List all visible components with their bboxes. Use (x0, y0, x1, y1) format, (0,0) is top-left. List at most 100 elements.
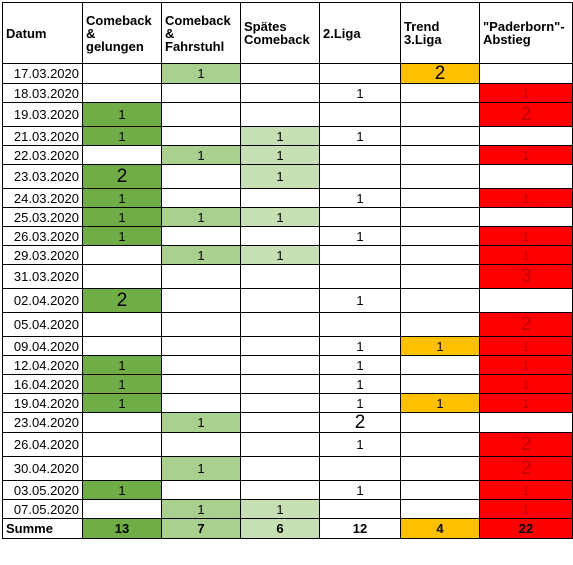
cell-date[interactable]: 19.04.2020 (2, 393, 83, 413)
cell-paderborn-abstieg[interactable]: 1 (479, 83, 573, 103)
cell-comeback-gelungen[interactable] (82, 336, 162, 356)
cell-comeback-fahrstuhl[interactable] (161, 102, 241, 127)
cell-paderborn-abstieg[interactable] (479, 288, 573, 313)
cell-paderborn-abstieg[interactable] (479, 412, 573, 433)
cell-trend-3-liga[interactable] (400, 456, 480, 481)
cell-spaetes-comeback[interactable] (240, 102, 320, 127)
cell-date[interactable]: 17.03.2020 (2, 63, 83, 84)
cell-spaetes-comeback[interactable]: 1 (240, 499, 320, 519)
cell-comeback-gelungen[interactable]: 1 (82, 188, 162, 208)
cell-paderborn-abstieg[interactable] (479, 63, 573, 84)
cell-trend-3-liga[interactable] (400, 480, 480, 500)
cell-trend-3-liga[interactable] (400, 83, 480, 103)
cell-spaetes-comeback[interactable] (240, 63, 320, 84)
cell-comeback-gelungen[interactable]: 1 (82, 102, 162, 127)
cell-comeback-gelungen[interactable] (82, 63, 162, 84)
cell-paderborn-abstieg[interactable] (479, 126, 573, 146)
cell-paderborn-abstieg[interactable]: 1 (479, 480, 573, 500)
cell-paderborn-abstieg[interactable]: 1 (479, 245, 573, 265)
cell-comeback-gelungen[interactable]: 2 (82, 164, 162, 189)
cell-spaetes-comeback[interactable] (240, 355, 320, 375)
cell-spaetes-comeback[interactable] (240, 456, 320, 481)
cell-2-liga[interactable]: 2 (319, 412, 401, 433)
cell-2-liga[interactable]: 1 (319, 480, 401, 500)
cell-comeback-fahrstuhl[interactable] (161, 480, 241, 500)
cell-trend-3-liga[interactable] (400, 499, 480, 519)
cell-date[interactable]: 02.04.2020 (2, 288, 83, 313)
cell-date[interactable]: 05.04.2020 (2, 312, 83, 337)
cell-comeback-gelungen[interactable]: 1 (82, 393, 162, 413)
cell-date[interactable]: 21.03.2020 (2, 126, 83, 146)
cell-paderborn-abstieg[interactable]: 2 (479, 432, 573, 457)
cell-spaetes-comeback[interactable] (240, 288, 320, 313)
cell-date[interactable]: 09.04.2020 (2, 336, 83, 356)
cell-2-liga[interactable] (319, 456, 401, 481)
cell-2-liga[interactable]: 1 (319, 126, 401, 146)
cell-paderborn-abstieg[interactable]: 2 (479, 456, 573, 481)
cell-paderborn-abstieg[interactable]: 1 (479, 355, 573, 375)
cell-comeback-fahrstuhl[interactable]: 1 (161, 207, 241, 227)
cell-comeback-gelungen[interactable] (82, 499, 162, 519)
cell-comeback-fahrstuhl[interactable]: 1 (161, 412, 241, 433)
cell-2-liga[interactable] (319, 164, 401, 189)
cell-paderborn-abstieg[interactable]: 1 (479, 499, 573, 519)
cell-trend-3-liga[interactable] (400, 245, 480, 265)
cell-trend-3-liga[interactable] (400, 102, 480, 127)
cell-comeback-fahrstuhl[interactable] (161, 432, 241, 457)
cell-spaetes-comeback[interactable]: 1 (240, 126, 320, 146)
cell-2-liga[interactable] (319, 264, 401, 289)
cell-2-liga[interactable]: 1 (319, 432, 401, 457)
cell-spaetes-comeback[interactable]: 1 (240, 245, 320, 265)
summary-comeback-fahrstuhl[interactable]: 7 (161, 518, 241, 539)
summary-spaetes-comeback[interactable]: 6 (240, 518, 320, 539)
cell-date[interactable]: 23.04.2020 (2, 412, 83, 433)
summary-paderborn-abstieg[interactable]: 22 (479, 518, 573, 539)
cell-trend-3-liga[interactable] (400, 188, 480, 208)
cell-spaetes-comeback[interactable] (240, 188, 320, 208)
cell-date[interactable]: 24.03.2020 (2, 188, 83, 208)
cell-comeback-gelungen[interactable] (82, 245, 162, 265)
cell-comeback-fahrstuhl[interactable]: 1 (161, 245, 241, 265)
cell-comeback-fahrstuhl[interactable]: 1 (161, 499, 241, 519)
header-cell-spaetes-comeback[interactable]: Spätes Comeback (240, 2, 320, 64)
cell-spaetes-comeback[interactable] (240, 312, 320, 337)
cell-date[interactable]: 18.03.2020 (2, 83, 83, 103)
cell-comeback-gelungen[interactable]: 2 (82, 288, 162, 313)
cell-comeback-fahrstuhl[interactable] (161, 164, 241, 189)
cell-spaetes-comeback[interactable] (240, 432, 320, 457)
cell-2-liga[interactable]: 1 (319, 226, 401, 246)
cell-comeback-gelungen[interactable]: 1 (82, 480, 162, 500)
cell-comeback-gelungen[interactable] (82, 456, 162, 481)
cell-comeback-gelungen[interactable] (82, 83, 162, 103)
cell-spaetes-comeback[interactable] (240, 393, 320, 413)
cell-paderborn-abstieg[interactable]: 1 (479, 374, 573, 394)
cell-paderborn-abstieg[interactable] (479, 207, 573, 227)
cell-comeback-fahrstuhl[interactable]: 1 (161, 145, 241, 165)
cell-spaetes-comeback[interactable] (240, 83, 320, 103)
cell-2-liga[interactable]: 1 (319, 336, 401, 356)
cell-paderborn-abstieg[interactable]: 1 (479, 145, 573, 165)
cell-trend-3-liga[interactable] (400, 164, 480, 189)
header-cell-trend-3-liga[interactable]: Trend 3.Liga (400, 2, 480, 64)
cell-2-liga[interactable]: 1 (319, 355, 401, 375)
cell-2-liga[interactable] (319, 102, 401, 127)
cell-comeback-fahrstuhl[interactable] (161, 393, 241, 413)
cell-paderborn-abstieg[interactable]: 1 (479, 393, 573, 413)
header-cell-paderborn-abstieg[interactable]: "Paderborn"- Abstieg (479, 2, 573, 64)
cell-date[interactable]: 25.03.2020 (2, 207, 83, 227)
cell-trend-3-liga[interactable] (400, 126, 480, 146)
cell-comeback-gelungen[interactable] (82, 432, 162, 457)
cell-spaetes-comeback[interactable]: 1 (240, 207, 320, 227)
cell-date[interactable]: 19.03.2020 (2, 102, 83, 127)
cell-2-liga[interactable] (319, 499, 401, 519)
cell-comeback-gelungen[interactable] (82, 412, 162, 433)
cell-comeback-fahrstuhl[interactable] (161, 83, 241, 103)
cell-paderborn-abstieg[interactable]: 2 (479, 312, 573, 337)
cell-spaetes-comeback[interactable] (240, 226, 320, 246)
cell-comeback-gelungen[interactable] (82, 145, 162, 165)
cell-trend-3-liga[interactable] (400, 288, 480, 313)
cell-comeback-fahrstuhl[interactable] (161, 226, 241, 246)
summary-2-liga[interactable]: 12 (319, 518, 401, 539)
cell-date[interactable]: 31.03.2020 (2, 264, 83, 289)
cell-date[interactable]: 26.04.2020 (2, 432, 83, 457)
